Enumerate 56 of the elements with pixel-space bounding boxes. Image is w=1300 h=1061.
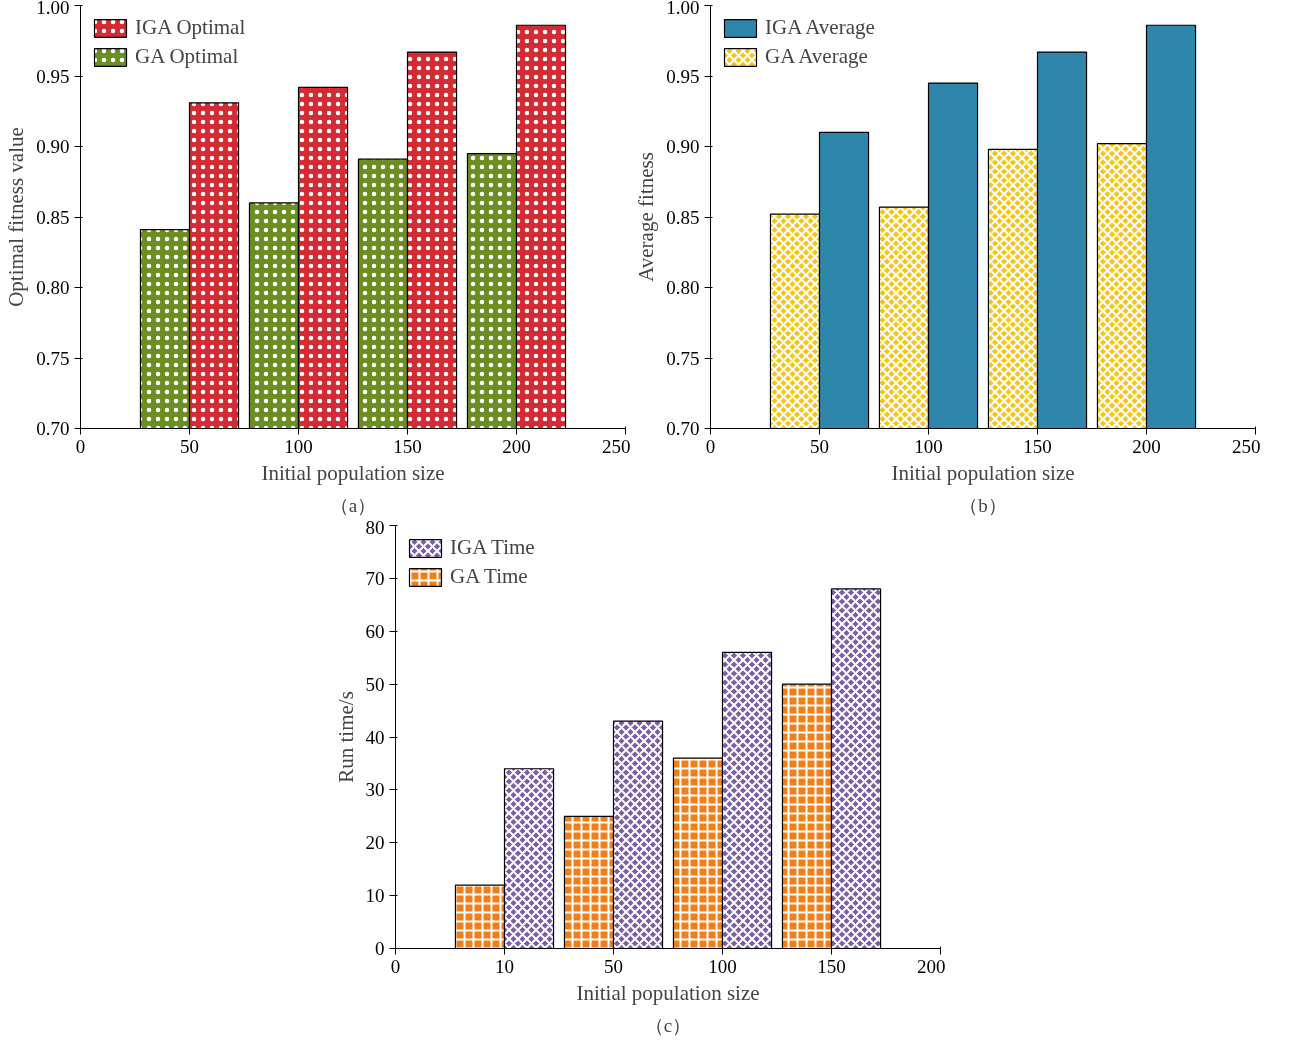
y-tick-label: 0.80 <box>36 277 70 298</box>
x-tick-label: 10 <box>495 955 514 977</box>
y-tick-label: 0.90 <box>666 136 700 157</box>
y-tick-label: 30 <box>365 779 385 801</box>
y-tick-label: 0.95 <box>36 65 70 87</box>
x-tick-label: 150 <box>393 435 422 457</box>
x-axis-title: Initial population size <box>576 980 760 1005</box>
x-tick-label: 0 <box>705 435 716 457</box>
x-tick-label: 50 <box>604 955 623 977</box>
x-tick-label: 100 <box>914 435 943 457</box>
y-tick-label: 20 <box>365 832 385 854</box>
legend-label: IGA Optimal <box>135 15 246 40</box>
text: （b） <box>959 494 1007 516</box>
x-tick-label: 0 <box>75 435 86 457</box>
legend-label: GA Time <box>450 564 528 589</box>
x-tick-label: 150 <box>817 955 846 977</box>
y-tick-label: 0 <box>375 938 385 959</box>
x-tick-label: 100 <box>708 955 737 977</box>
y-tick-label: 0.90 <box>36 136 70 157</box>
x-tick-label: 200 <box>917 955 946 977</box>
text: （c） <box>644 1014 692 1036</box>
y-tick-label: 40 <box>365 726 385 748</box>
y-tick-label: 80 <box>365 516 385 538</box>
x-tick-label: 0 <box>390 955 401 977</box>
x-tick-label: 200 <box>502 435 531 457</box>
x-axis-title: Initial population size <box>261 460 445 485</box>
y-tick-label: 0.75 <box>666 347 700 369</box>
y-tick-label: 1.00 <box>36 0 70 18</box>
y-tick-label: 10 <box>365 885 385 907</box>
y-tick-label: 0.95 <box>666 65 700 87</box>
y-tick-label: 50 <box>365 673 385 695</box>
y-tick-label: 0.70 <box>666 418 700 439</box>
text: （a） <box>329 494 377 516</box>
x-tick-label: 250 <box>602 435 631 457</box>
x-tick-label: 100 <box>284 435 313 457</box>
y-tick-label: 60 <box>365 620 385 642</box>
legend-label: GA Optimal <box>135 44 239 69</box>
y-tick-label: 0.80 <box>666 277 700 298</box>
x-axis-title: Initial population size <box>891 460 1075 485</box>
x-tick-label: 250 <box>1232 435 1261 457</box>
y-axis-title: Average fitness <box>634 152 659 282</box>
y-tick-label: 0.85 <box>666 206 700 228</box>
y-tick-label: 0.70 <box>36 418 70 439</box>
x-tick-label: 200 <box>1132 435 1161 457</box>
y-tick-label: 1.00 <box>666 0 700 18</box>
y-tick-label: 70 <box>365 567 385 589</box>
legend-label: GA Average <box>765 44 868 69</box>
y-tick-label: 0.85 <box>36 206 70 228</box>
x-tick-label: 50 <box>180 435 199 457</box>
legend-label: IGA Average <box>765 15 875 40</box>
y-tick-label: 0.75 <box>36 347 70 369</box>
x-tick-label: 50 <box>810 435 829 457</box>
y-axis-title: Optimal fitness value <box>4 127 29 307</box>
y-axis-title: Run time/s <box>333 691 358 783</box>
x-tick-label: 150 <box>1023 435 1052 457</box>
legend-label: IGA Time <box>450 535 535 560</box>
